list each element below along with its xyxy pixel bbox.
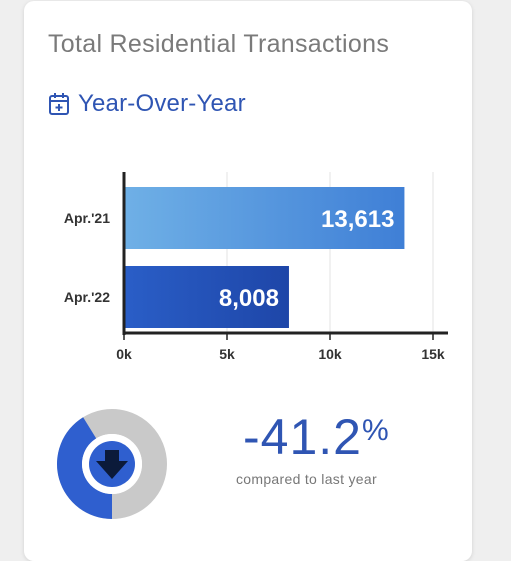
bar-value-label: 13,613 bbox=[321, 206, 394, 233]
arrow-down-glyph bbox=[96, 450, 128, 479]
bar-value-label: 8,008 bbox=[219, 285, 279, 312]
donut-change-segment bbox=[57, 417, 112, 519]
subtitle-row: Year-Over-Year bbox=[48, 90, 246, 118]
change-percentage: -41.2% bbox=[243, 408, 390, 466]
chart-subtitle: Year-Over-Year bbox=[78, 90, 246, 117]
bar-chart: 13,613 8,008 Apr.'21 Apr.'22 0k 5k 10k 15k bbox=[57, 172, 448, 519]
change-donut bbox=[57, 409, 167, 519]
chart-axes: Apr.'21 Apr.'22 0k 5k 10k 15k bbox=[64, 172, 448, 362]
category-label: Apr.'22 bbox=[64, 289, 110, 305]
chart-title: Total Residential Transactions bbox=[48, 30, 390, 58]
change-value: -41.2 bbox=[243, 409, 362, 465]
x-tick-label: 5k bbox=[219, 346, 235, 362]
calendar-plus-icon bbox=[48, 92, 70, 116]
bar bbox=[124, 187, 405, 249]
change-caption: compared to last year bbox=[236, 471, 377, 487]
x-tick-label: 0k bbox=[116, 346, 132, 362]
category-label: Apr.'21 bbox=[64, 210, 110, 226]
percent-sign: % bbox=[361, 414, 390, 447]
bar bbox=[124, 266, 289, 328]
x-tick-label: 15k bbox=[421, 346, 445, 362]
chart-bars: 13,613 8,008 bbox=[124, 187, 405, 328]
x-tick-label: 10k bbox=[318, 346, 342, 362]
